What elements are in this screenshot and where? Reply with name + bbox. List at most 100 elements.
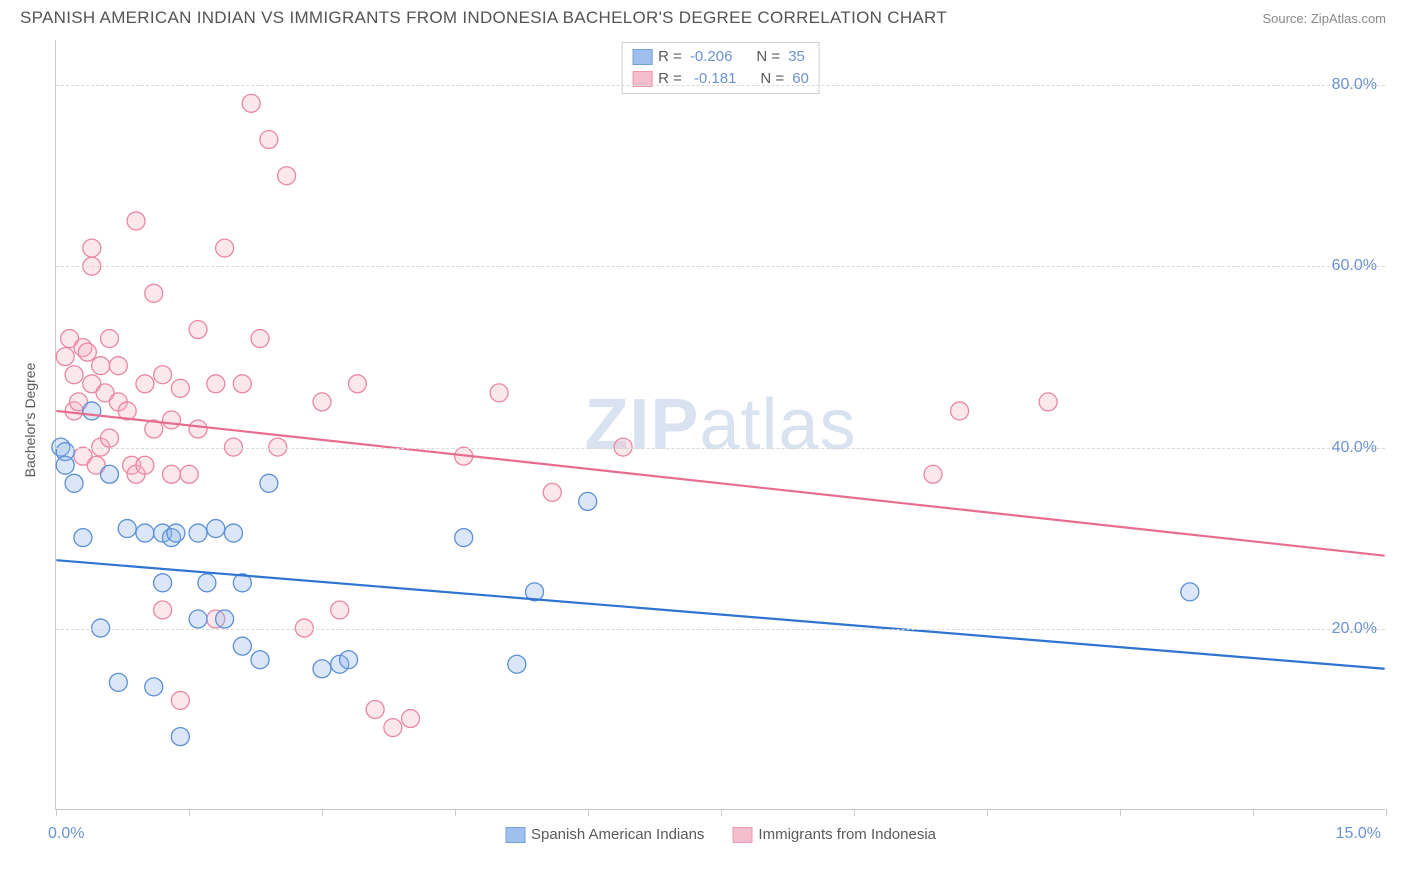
data-point [233, 375, 251, 393]
data-point [313, 660, 331, 678]
data-point [543, 483, 561, 501]
y-tick-label: 80.0% [1332, 76, 1377, 94]
data-point [331, 601, 349, 619]
r-value-blue: -0.206 [690, 46, 733, 68]
data-point [101, 429, 119, 447]
stat-row-pink: R = -0.181 N = 60 [632, 68, 809, 90]
data-point [180, 465, 198, 483]
data-point [189, 524, 207, 542]
data-point [136, 524, 154, 542]
data-point [101, 465, 119, 483]
x-tick [1386, 809, 1387, 816]
stat-row-blue: R = -0.206 N = 35 [632, 46, 809, 68]
n-value-pink: 60 [792, 68, 809, 90]
data-point [136, 456, 154, 474]
legend-swatch-blue [505, 827, 525, 843]
data-point [189, 610, 207, 628]
data-point [348, 375, 366, 393]
x-tick [987, 809, 988, 816]
data-point [1039, 393, 1057, 411]
data-point [65, 366, 83, 384]
swatch-blue [632, 49, 652, 65]
data-point [109, 673, 127, 691]
data-point [171, 379, 189, 397]
x-tick [1253, 809, 1254, 816]
data-point [313, 393, 331, 411]
x-min-label: 0.0% [48, 825, 84, 843]
data-point [233, 637, 251, 655]
data-point [242, 94, 260, 112]
data-point [251, 651, 269, 669]
data-point [171, 728, 189, 746]
legend-swatch-pink [732, 827, 752, 843]
trend-line [56, 411, 1384, 556]
data-point [951, 402, 969, 420]
x-tick [56, 809, 57, 816]
grid-line [56, 448, 1385, 449]
data-point [154, 601, 172, 619]
data-point [198, 574, 216, 592]
data-point [251, 330, 269, 348]
data-point [924, 465, 942, 483]
y-tick-label: 40.0% [1332, 439, 1377, 457]
data-point [366, 700, 384, 718]
data-point [56, 456, 74, 474]
data-point [167, 524, 185, 542]
x-max-label: 15.0% [1336, 825, 1381, 843]
data-point [78, 343, 96, 361]
data-point [92, 357, 110, 375]
data-point [162, 411, 180, 429]
data-point [384, 719, 402, 737]
data-point [1181, 583, 1199, 601]
data-point [145, 284, 163, 302]
data-point [216, 239, 234, 257]
data-point [109, 357, 127, 375]
data-point [101, 330, 119, 348]
data-point [340, 651, 358, 669]
data-point [118, 520, 136, 538]
data-point [136, 375, 154, 393]
data-point [260, 131, 278, 149]
data-point [216, 610, 234, 628]
x-tick [588, 809, 589, 816]
source-label: Source: ZipAtlas.com [1262, 11, 1386, 26]
data-point [508, 655, 526, 673]
chart-title: SPANISH AMERICAN INDIAN VS IMMIGRANTS FR… [20, 8, 947, 28]
x-tick [1120, 809, 1121, 816]
y-tick-label: 60.0% [1332, 257, 1377, 275]
data-point [189, 420, 207, 438]
data-point [224, 524, 242, 542]
data-point [127, 212, 145, 230]
data-point [145, 678, 163, 696]
scatter-chart: ZIPatlas R = -0.206 N = 35 R = -0.181 N … [55, 40, 1385, 810]
x-tick [455, 809, 456, 816]
data-point [278, 167, 296, 185]
data-point [579, 492, 597, 510]
legend-blue: Spanish American Indians [505, 826, 704, 843]
x-tick [854, 809, 855, 816]
y-tick-label: 20.0% [1332, 620, 1377, 638]
data-point [162, 465, 180, 483]
x-tick [322, 809, 323, 816]
n-value-blue: 35 [788, 46, 805, 68]
x-tick [189, 809, 190, 816]
data-point [189, 321, 207, 339]
data-point [83, 402, 101, 420]
grid-line [56, 85, 1385, 86]
y-axis-title: Bachelor's Degree [22, 363, 38, 478]
data-point [207, 375, 225, 393]
data-point [260, 474, 278, 492]
data-point [207, 520, 225, 538]
data-point [56, 348, 74, 366]
plot-svg [56, 40, 1385, 809]
data-point [74, 529, 92, 547]
grid-line [56, 629, 1385, 630]
bottom-legend: Spanish American Indians Immigrants from… [505, 826, 936, 843]
x-tick [721, 809, 722, 816]
data-point [455, 529, 473, 547]
data-point [171, 691, 189, 709]
data-point [65, 474, 83, 492]
legend-pink: Immigrants from Indonesia [732, 826, 936, 843]
data-point [154, 366, 172, 384]
data-point [402, 710, 420, 728]
